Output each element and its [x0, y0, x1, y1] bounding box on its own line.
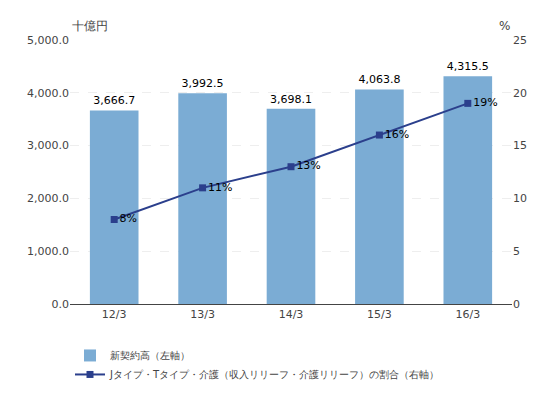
svg-text:15/3: 15/3	[367, 308, 392, 321]
svg-text:25: 25	[513, 34, 527, 47]
svg-text:0.0: 0.0	[52, 298, 70, 311]
svg-text:13%: 13%	[296, 159, 320, 172]
svg-text:%: %	[499, 19, 510, 33]
svg-text:20: 20	[513, 87, 527, 100]
svg-text:5: 5	[513, 245, 520, 258]
svg-text:14/3: 14/3	[279, 308, 304, 321]
svg-text:3,666.7: 3,666.7	[93, 94, 135, 107]
svg-text:3,000.0: 3,000.0	[27, 139, 69, 152]
svg-text:12/3: 12/3	[102, 308, 127, 321]
svg-text:11%: 11%	[208, 181, 232, 194]
svg-text:5,000.0: 5,000.0	[27, 34, 69, 47]
svg-text:十億円: 十億円	[72, 19, 108, 33]
svg-text:3,992.5: 3,992.5	[182, 77, 224, 90]
svg-text:0: 0	[513, 298, 520, 311]
svg-text:新契約高（左軸）: 新契約高（左軸）	[110, 350, 190, 361]
svg-text:16%: 16%	[385, 128, 409, 141]
svg-text:19%: 19%	[473, 96, 497, 109]
svg-text:4,000.0: 4,000.0	[27, 87, 69, 100]
svg-text:Jタイプ・Tタイプ・介護（収入リリーフ・介護リリーフ）の割合: Jタイプ・Tタイプ・介護（収入リリーフ・介護リリーフ）の割合（右軸）	[109, 369, 439, 380]
svg-text:15: 15	[513, 139, 527, 152]
svg-text:3,698.1: 3,698.1	[270, 93, 312, 106]
svg-text:4,315.5: 4,315.5	[447, 60, 489, 73]
svg-text:16/3: 16/3	[455, 308, 480, 321]
svg-text:1,000.0: 1,000.0	[27, 245, 69, 258]
svg-text:8%: 8%	[120, 212, 137, 225]
svg-text:10: 10	[513, 192, 527, 205]
svg-text:2,000.0: 2,000.0	[27, 192, 69, 205]
svg-text:13/3: 13/3	[190, 308, 215, 321]
svg-text:4,063.8: 4,063.8	[358, 73, 400, 86]
